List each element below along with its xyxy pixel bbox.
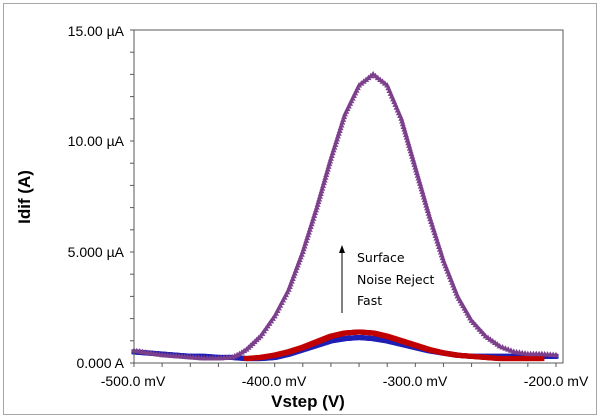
y-tick-label-3: 15.00 µA xyxy=(68,23,125,39)
x-tick-label-1: -400.0 mV xyxy=(242,373,307,389)
data-point xyxy=(299,248,306,254)
data-point xyxy=(338,121,345,128)
annotation-fast: Fast xyxy=(357,293,382,308)
x-tick-label-0: -500.0 mV xyxy=(101,373,166,389)
data-point xyxy=(327,155,334,161)
data-point xyxy=(329,149,336,156)
annotation-surface: Surface xyxy=(357,250,405,265)
data-point xyxy=(341,113,348,120)
data-point xyxy=(334,133,341,139)
data-point xyxy=(336,127,343,134)
data-point xyxy=(333,138,340,145)
data-point xyxy=(302,240,309,246)
x-axis-title: Vstep (V) xyxy=(271,392,345,411)
data-point xyxy=(335,130,342,136)
data-point xyxy=(304,234,311,241)
y-tick-label-0: 0.000 A xyxy=(77,355,125,371)
data-point xyxy=(312,209,319,216)
data-point xyxy=(340,116,347,122)
plot-marks xyxy=(131,70,559,362)
data-point xyxy=(330,146,337,153)
data-point xyxy=(306,226,313,232)
data-point xyxy=(552,351,559,358)
data-point xyxy=(539,356,545,362)
plot-area-border xyxy=(133,29,564,364)
data-point xyxy=(303,237,310,243)
data-point xyxy=(310,215,317,221)
y-axis-title: Idif (A) xyxy=(15,170,34,224)
data-point xyxy=(337,124,344,131)
data-point xyxy=(307,223,314,230)
x-tick-label-3: -200.0 mV xyxy=(524,373,589,389)
series-2 xyxy=(131,70,559,361)
annotation-arrow-head xyxy=(339,245,345,253)
data-point xyxy=(332,141,339,147)
data-point xyxy=(305,231,312,238)
data-point xyxy=(309,217,316,224)
data-point xyxy=(238,349,245,355)
data-point xyxy=(300,245,307,252)
annotation-noise-reject: Noise Reject xyxy=(357,272,434,287)
data-point xyxy=(236,350,243,357)
data-point xyxy=(311,212,318,218)
data-point xyxy=(301,242,308,249)
data-point xyxy=(308,220,315,227)
series-1 xyxy=(244,329,545,362)
x-tick-label-2: -300.0 mV xyxy=(383,373,448,389)
y-tick-label-2: 10.00 µA xyxy=(68,133,125,149)
data-point xyxy=(339,119,346,125)
data-point xyxy=(241,347,248,354)
data-point xyxy=(328,152,335,158)
data-point xyxy=(305,229,312,235)
data-point xyxy=(331,144,338,150)
data-point xyxy=(312,206,319,213)
chart-frame xyxy=(3,3,597,415)
data-point xyxy=(334,135,341,142)
axis-ticks xyxy=(130,29,557,367)
y-tick-label-1: 5.000 µA xyxy=(68,244,125,260)
